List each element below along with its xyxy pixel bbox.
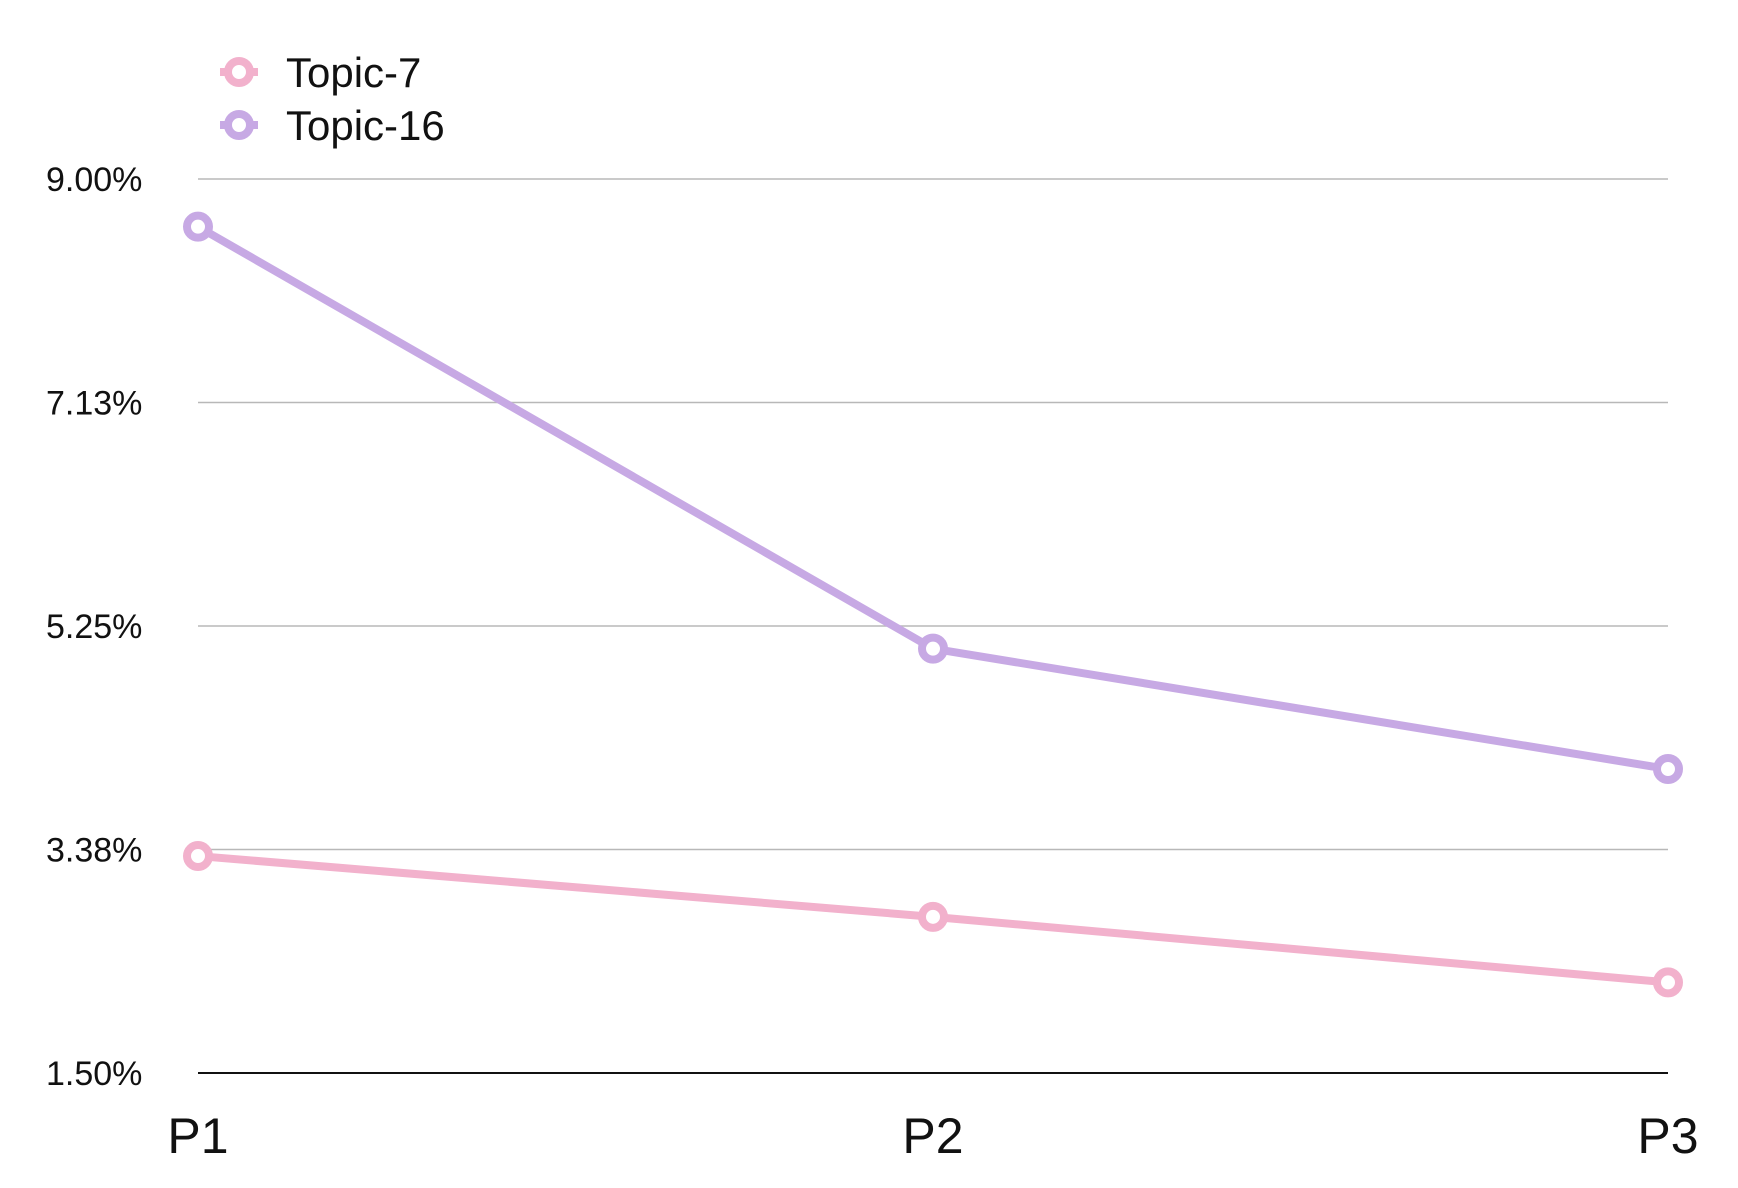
legend-swatch-marker [224,57,254,87]
series-lines [183,211,1683,998]
y-tick-label: 1.50% [46,1055,142,1093]
legend-label: Topic-7 [286,49,421,96]
data-point-topic-16 [183,211,213,242]
x-tick-label: P1 [167,1108,228,1164]
data-point-topic-7 [183,841,213,872]
x-tick-label: P2 [902,1108,963,1164]
legend-swatch-marker [224,110,254,140]
x-tick-label: P3 [1637,1108,1698,1164]
legend-label: Topic-16 [286,102,445,149]
series-line-topic-16 [194,222,1672,774]
data-point-topic-7 [918,901,948,932]
x-axis-ticks: P1 P2 P3 [167,1108,1698,1164]
y-tick-label: 3.38% [46,832,142,870]
y-tick-label: 5.25% [46,608,142,646]
data-point-topic-16 [1653,754,1683,785]
data-point-topic-7 [1653,967,1683,998]
y-tick-label: 9.00% [46,161,142,199]
y-tick-label: 7.13% [46,385,142,423]
gridlines [198,178,1668,1074]
y-axis-ticks: 1.50% 3.38% 5.25% 7.13% 9.00% [46,161,142,1093]
legend: Topic-7 Topic-16 [220,49,445,149]
data-point-topic-16 [918,633,948,664]
